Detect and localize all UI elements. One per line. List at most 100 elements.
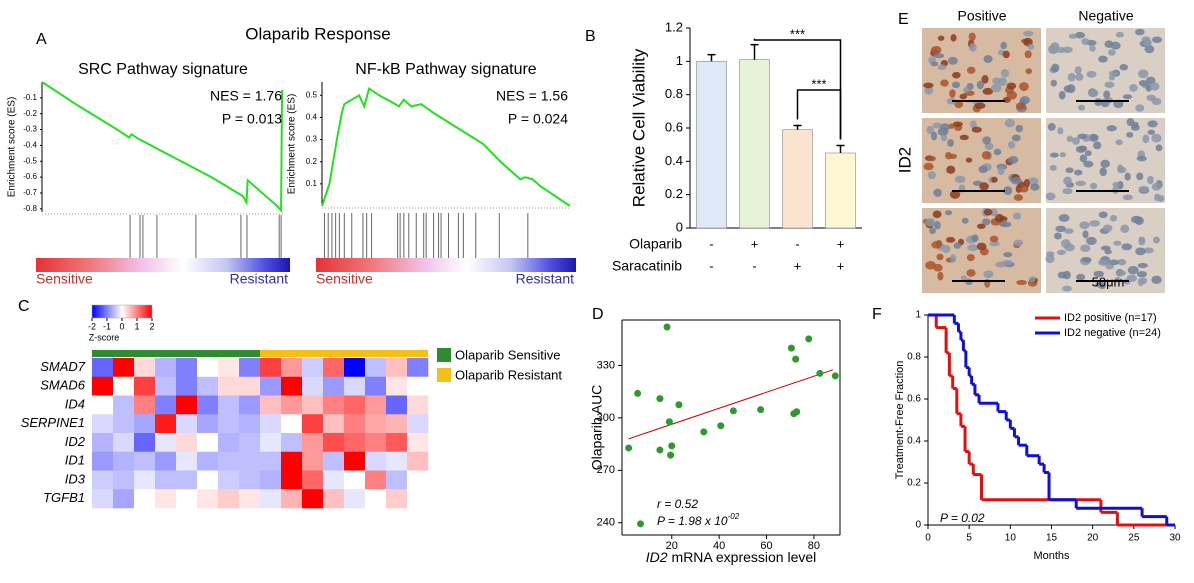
nucleus [923,162,934,171]
nucleus [949,89,956,98]
nucleus [1058,90,1066,100]
heat-cell [134,414,156,434]
point [656,446,664,454]
heat-cell [260,433,282,453]
nucleus [948,56,958,65]
point [656,395,664,403]
x-tick-label: 25 [1128,533,1140,544]
heat-cell [134,470,156,490]
significance-label: *** [811,76,826,91]
gradient-label: Sensitive [36,271,93,287]
nucleus [1049,45,1059,54]
nucleus [971,126,982,133]
nucleus [1108,74,1115,81]
x-tick-label: 5 [966,533,972,544]
nucleus [951,81,961,89]
p-label: P = 1.98 x 10-02 [657,512,740,528]
heat-cell [197,358,219,378]
nucleus [1027,177,1039,186]
heat-cell [134,376,156,396]
nucleus [963,86,970,93]
nucleus [976,223,986,229]
heat-cell [197,433,219,453]
significance-bracket [796,89,842,140]
nucleus [961,217,969,224]
nucleus [1117,258,1127,266]
heat-cell [176,470,198,490]
nucleus [960,275,967,281]
p-label-exponent: -02 [728,512,740,521]
nucleus [1062,46,1073,54]
heat-cell [218,470,240,490]
nucleus [1013,239,1024,247]
point [729,407,737,415]
nucleus [1113,240,1122,246]
nucleus [1077,133,1088,140]
y-axis-label: Enrichment score (ES) [7,97,18,198]
nucleus [1064,243,1075,252]
y-tick-label: -0.3 [23,125,37,134]
nucleus [932,122,942,129]
heat-cell [239,414,261,434]
nucleus [1120,224,1130,233]
nucleus [1152,36,1163,44]
nucleus [1112,181,1120,188]
point [636,520,644,528]
nucleus [1135,104,1145,112]
heat-cell [386,451,408,471]
nucleus [1015,102,1026,110]
heat-cell [113,451,135,471]
y-tick-label: -0.1 [23,93,37,102]
y-tick-label: 240 [597,517,615,529]
nucleus [966,66,976,74]
annotation: P = 0.024 [508,111,568,127]
nucleus [1143,38,1152,48]
colorbar [91,304,153,319]
nucleus [1078,104,1086,111]
heat-cell [155,489,177,509]
nucleus [1074,31,1086,39]
y-tick-label: 0.2 [665,186,683,201]
gradient-label: Sensitive [316,271,373,287]
heat-cell [218,433,240,453]
heat-cell [176,376,198,396]
nucleus [991,176,998,183]
heat-cell [407,414,429,434]
point [805,335,813,343]
nucleus [1067,72,1076,82]
treatment-level: + [751,236,759,251]
nucleus [933,53,945,59]
nucleus [933,188,942,197]
y-tick-label: 0.6 [665,119,683,134]
nucleus [1057,127,1064,135]
panel-letter: C [18,298,30,315]
gene-label: ID1 [65,453,85,468]
nucleus [1099,167,1107,177]
nucleus [1065,167,1074,174]
heat-cell [134,451,156,471]
nucleus [1024,50,1032,59]
nucleus [937,64,947,70]
nucleus [940,79,949,87]
heat-cell [407,433,429,453]
heat-cell [344,433,366,453]
nucleus [924,86,934,95]
heat-cell [239,489,261,509]
heat-cell [302,376,324,396]
heat-cell [365,470,387,490]
nucleus [1008,141,1016,149]
treatment-level: - [752,258,756,273]
nucleus [1115,139,1123,146]
nucleus [946,98,957,105]
nucleus [1144,45,1155,54]
nucleus [940,134,948,142]
heat-cell [323,433,345,453]
heat-cell [92,358,114,378]
heat-cell [281,433,303,453]
nucleus [1137,69,1149,79]
y-tick-label: -0.7 [23,188,37,197]
x-tick-label: 0 [925,533,931,544]
heat-cell [386,433,408,453]
nucleus [982,136,992,145]
colorbar-label: Z-score [89,332,120,342]
